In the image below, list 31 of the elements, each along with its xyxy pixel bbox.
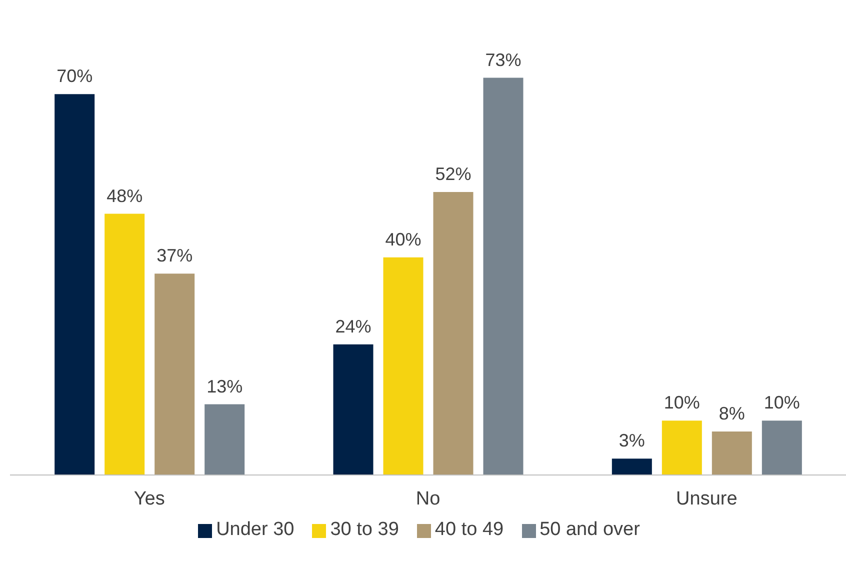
bar <box>104 214 145 475</box>
data-label: 24% <box>335 316 372 336</box>
data-label: 37% <box>156 246 193 266</box>
legend-label: 30 to 39 <box>330 519 399 540</box>
x-tick-label: Yes <box>134 488 165 510</box>
legend-label: 50 and over <box>540 519 640 540</box>
bar <box>383 257 424 475</box>
bar <box>433 192 474 475</box>
data-label: 10% <box>764 392 800 413</box>
bar <box>204 404 245 475</box>
bar <box>662 420 702 475</box>
legend-label: 40 to 49 <box>434 519 504 540</box>
x-tick-label: Unsure <box>676 488 738 510</box>
data-label: 73% <box>485 50 522 70</box>
bar <box>483 78 524 475</box>
data-label: 52% <box>435 164 472 184</box>
bar <box>612 458 652 475</box>
data-label: 13% <box>206 376 243 396</box>
data-label: 70% <box>56 66 93 86</box>
bar <box>54 94 95 475</box>
legend-label: Under 30 <box>216 519 294 540</box>
data-label: 3% <box>618 430 645 451</box>
bar <box>762 420 802 475</box>
bar <box>154 274 195 475</box>
data-label: 40% <box>385 229 422 250</box>
data-label: 10% <box>664 392 700 413</box>
bar <box>333 344 374 475</box>
bar <box>712 431 752 475</box>
data-label: 48% <box>106 186 143 206</box>
data-label: 8% <box>718 403 745 424</box>
x-tick-label: No <box>416 488 440 510</box>
